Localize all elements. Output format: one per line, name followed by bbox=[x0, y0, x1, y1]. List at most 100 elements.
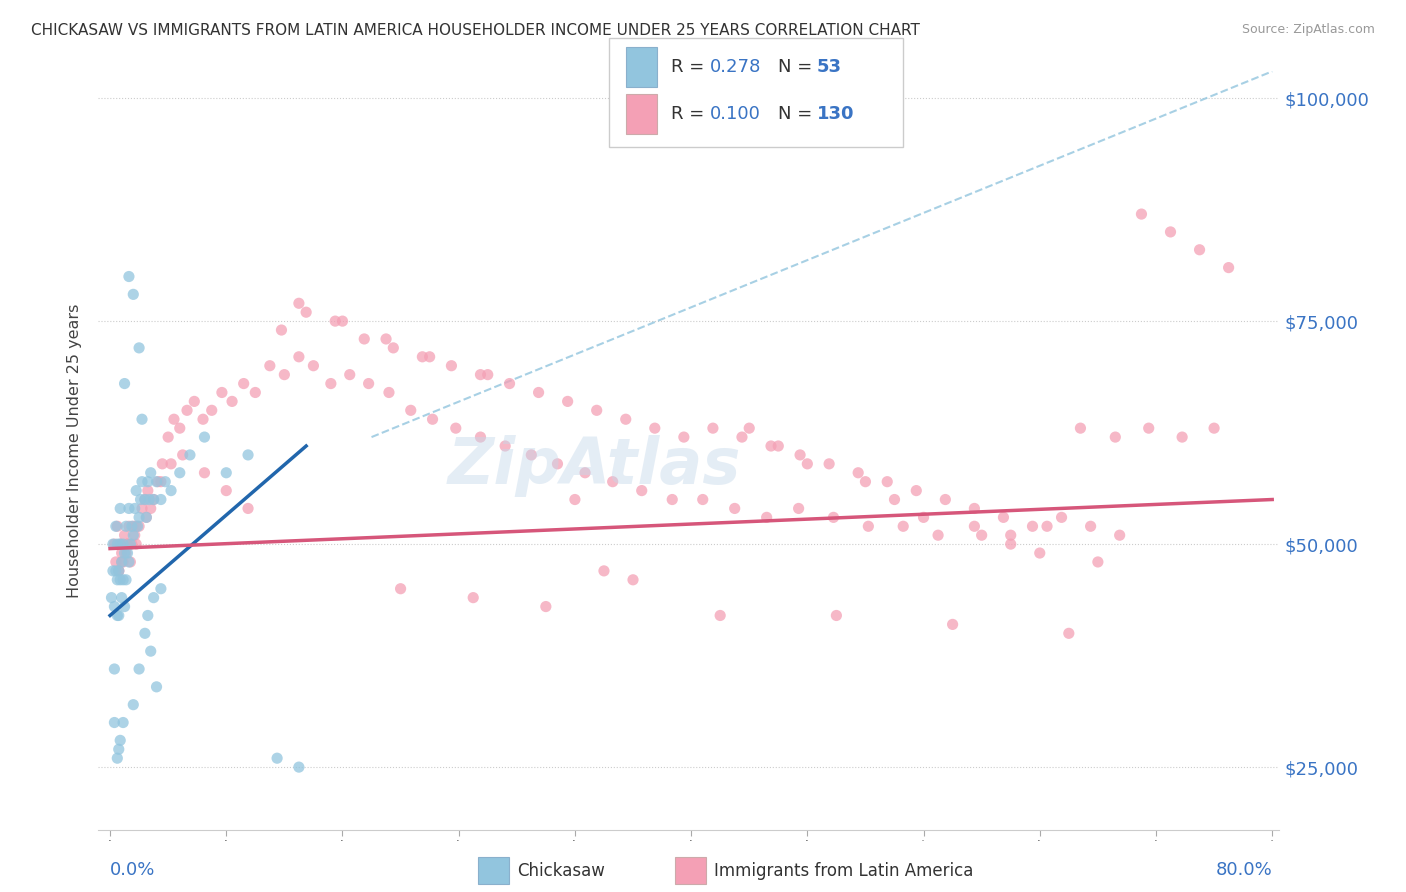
Point bbox=[270, 323, 292, 337]
Point bbox=[104, 564, 127, 578]
Point bbox=[768, 439, 790, 453]
Text: CHICKASAW VS IMMIGRANTS FROM LATIN AMERICA HOUSEHOLDER INCOME UNDER 25 YEARS COR: CHICKASAW VS IMMIGRANTS FROM LATIN AMERI… bbox=[31, 23, 920, 38]
Point bbox=[963, 519, 986, 533]
Point bbox=[121, 519, 143, 533]
Point bbox=[101, 537, 124, 551]
Point bbox=[440, 359, 463, 373]
Point bbox=[118, 519, 141, 533]
Point bbox=[332, 314, 354, 328]
Point bbox=[661, 492, 683, 507]
Point bbox=[149, 475, 172, 489]
Point bbox=[444, 421, 467, 435]
Point bbox=[105, 608, 128, 623]
Point bbox=[111, 555, 134, 569]
Point bbox=[215, 466, 238, 480]
Point bbox=[128, 510, 150, 524]
Point bbox=[104, 519, 127, 533]
Point bbox=[724, 501, 747, 516]
Point bbox=[288, 760, 311, 774]
Point bbox=[789, 448, 811, 462]
Point bbox=[353, 332, 375, 346]
Point bbox=[100, 591, 122, 605]
Text: Source: ZipAtlas.com: Source: ZipAtlas.com bbox=[1241, 23, 1375, 37]
Point bbox=[114, 376, 136, 391]
Point bbox=[107, 564, 129, 578]
Point bbox=[912, 510, 935, 524]
Point bbox=[114, 599, 136, 614]
Point bbox=[614, 412, 637, 426]
Point bbox=[883, 492, 905, 507]
Point bbox=[115, 546, 138, 560]
Point bbox=[1000, 528, 1022, 542]
Point bbox=[672, 430, 695, 444]
Point bbox=[891, 519, 914, 533]
Point bbox=[136, 608, 159, 623]
Y-axis label: Householder Income Under 25 years: Householder Income Under 25 years bbox=[67, 303, 83, 598]
Point bbox=[266, 751, 288, 765]
Point bbox=[1029, 546, 1052, 560]
Point bbox=[117, 546, 139, 560]
Point bbox=[470, 430, 492, 444]
Point bbox=[108, 537, 131, 551]
Point bbox=[302, 359, 325, 373]
Point bbox=[169, 466, 191, 480]
Point bbox=[104, 555, 127, 569]
Point bbox=[1160, 225, 1182, 239]
Text: R =: R = bbox=[671, 105, 710, 123]
Point bbox=[142, 591, 165, 605]
Point bbox=[138, 492, 160, 507]
Point bbox=[149, 492, 172, 507]
Point bbox=[108, 501, 131, 516]
Point bbox=[131, 501, 153, 516]
Point bbox=[118, 555, 141, 569]
Point bbox=[134, 492, 156, 507]
Point bbox=[131, 475, 153, 489]
Point bbox=[534, 599, 557, 614]
Point bbox=[319, 376, 342, 391]
Point bbox=[731, 430, 754, 444]
Point bbox=[191, 412, 214, 426]
Point bbox=[1188, 243, 1211, 257]
Point bbox=[755, 510, 778, 524]
Point bbox=[876, 475, 898, 489]
Text: N =: N = bbox=[778, 105, 817, 123]
Point bbox=[122, 519, 145, 533]
Text: 0.100: 0.100 bbox=[710, 105, 761, 123]
Point bbox=[101, 564, 124, 578]
Point bbox=[644, 421, 666, 435]
Point bbox=[145, 680, 167, 694]
Point bbox=[103, 537, 125, 551]
Point bbox=[122, 698, 145, 712]
Point bbox=[1104, 430, 1126, 444]
Point bbox=[927, 528, 949, 542]
Point bbox=[1204, 421, 1226, 435]
Text: 0.0%: 0.0% bbox=[110, 861, 156, 879]
Point bbox=[1021, 519, 1043, 533]
Point bbox=[120, 555, 142, 569]
Point bbox=[520, 448, 543, 462]
Point bbox=[157, 430, 180, 444]
Point bbox=[105, 573, 128, 587]
Point bbox=[131, 412, 153, 426]
Point bbox=[112, 537, 135, 551]
Point bbox=[112, 573, 135, 587]
Point bbox=[942, 617, 965, 632]
Point bbox=[127, 519, 149, 533]
Point bbox=[142, 492, 165, 507]
Point bbox=[134, 626, 156, 640]
Point bbox=[419, 350, 441, 364]
Point bbox=[125, 537, 148, 551]
Point bbox=[399, 403, 422, 417]
Point bbox=[128, 341, 150, 355]
Point bbox=[574, 466, 596, 480]
Point bbox=[160, 483, 183, 498]
Point bbox=[259, 359, 281, 373]
Point bbox=[118, 501, 141, 516]
Point bbox=[1000, 537, 1022, 551]
Point bbox=[288, 350, 311, 364]
Point bbox=[108, 733, 131, 747]
Point bbox=[759, 439, 782, 453]
Point bbox=[115, 519, 138, 533]
Point bbox=[117, 537, 139, 551]
Point bbox=[155, 475, 177, 489]
